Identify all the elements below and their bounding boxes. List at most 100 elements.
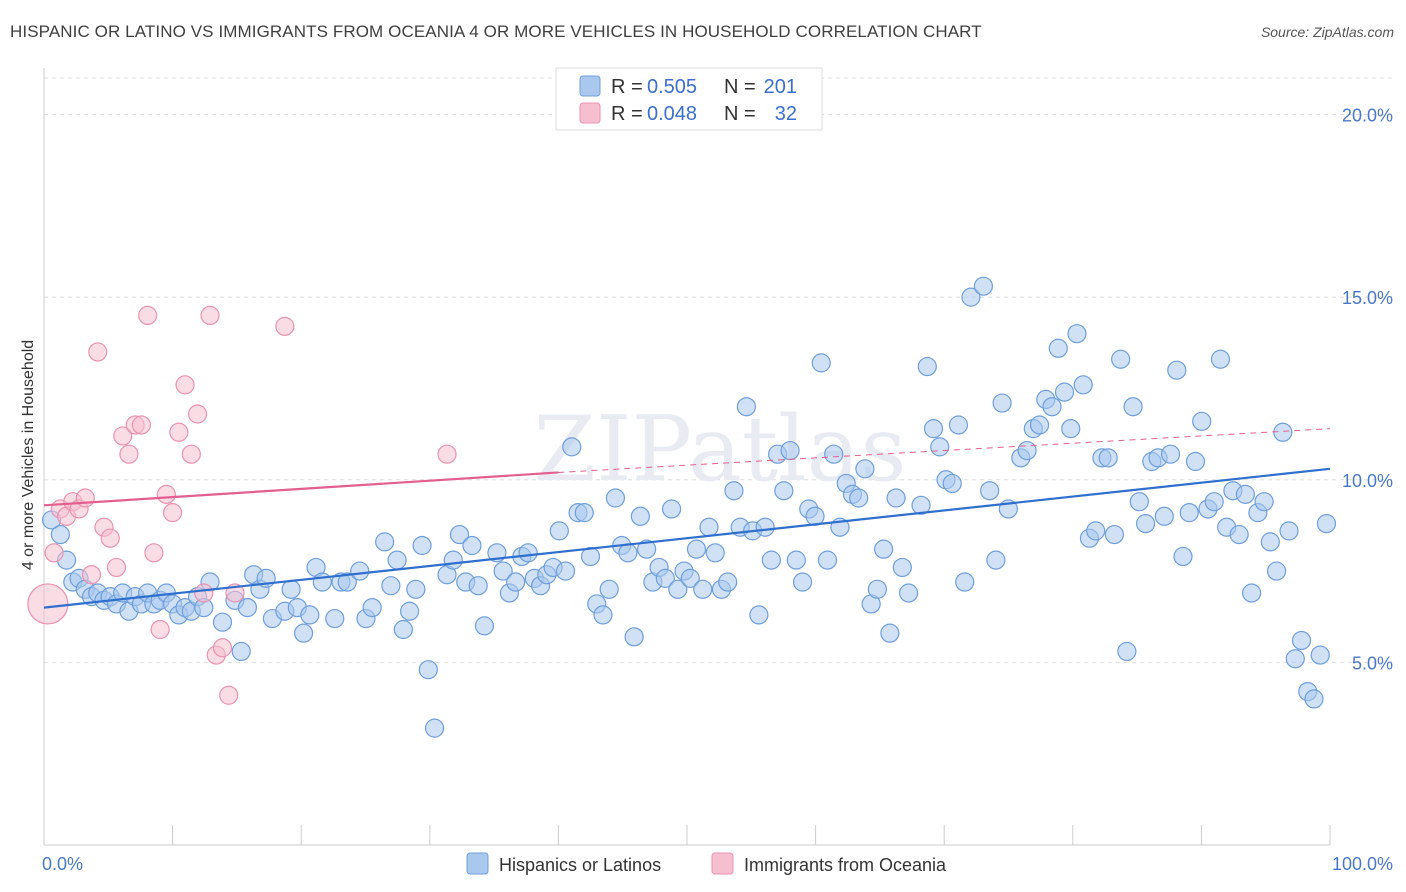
point-0-51 xyxy=(400,601,420,621)
series-legend-swatch-1 xyxy=(466,852,489,875)
point-0-110 xyxy=(780,440,800,461)
point-0-94 xyxy=(680,568,700,588)
point-0-90 xyxy=(655,568,675,588)
point-0-81 xyxy=(599,579,619,599)
point-0-41 xyxy=(325,608,345,629)
point-0-53 xyxy=(412,535,432,556)
point-0-37 xyxy=(293,623,314,643)
point-0-61 xyxy=(468,576,488,596)
point-0-91 xyxy=(661,499,682,519)
point-1-26 xyxy=(200,305,220,326)
point-0-180 xyxy=(1235,484,1255,504)
point-1-19 xyxy=(156,484,176,504)
point-0-193 xyxy=(1316,513,1337,534)
point-0-142 xyxy=(992,393,1012,413)
point-0-129 xyxy=(898,583,919,603)
point-0-44 xyxy=(350,561,370,581)
point-0-153 xyxy=(1067,324,1087,344)
point-0-84 xyxy=(618,543,638,563)
point-0-103 xyxy=(736,397,757,417)
point-0-183 xyxy=(1254,492,1274,512)
point-1-11 xyxy=(106,557,127,578)
point-1-8 xyxy=(88,342,108,362)
point-0-169 xyxy=(1167,360,1187,380)
point-0-187 xyxy=(1279,521,1299,541)
point-0-185 xyxy=(1266,561,1287,581)
point-0-150 xyxy=(1048,338,1068,358)
x-tick-label-1: 100.0% xyxy=(1332,854,1393,874)
data-points xyxy=(27,276,1337,738)
point-0-68 xyxy=(518,543,538,563)
point-0-151 xyxy=(1054,382,1075,402)
point-0-48 xyxy=(381,576,401,596)
point-1-18 xyxy=(150,619,170,640)
legend-r-label-2: R = xyxy=(611,103,643,125)
point-0-105 xyxy=(749,605,769,625)
point-0-66 xyxy=(506,572,526,592)
point-0-186 xyxy=(1273,422,1293,442)
point-0-168 xyxy=(1160,444,1181,464)
point-0-136 xyxy=(948,415,969,435)
point-1-17 xyxy=(144,543,164,563)
axes xyxy=(43,68,1331,846)
point-0-175 xyxy=(1204,492,1224,512)
point-0-167 xyxy=(1154,506,1174,526)
point-0-80 xyxy=(593,605,613,625)
point-1-13 xyxy=(119,444,139,464)
point-0-176 xyxy=(1210,349,1231,369)
point-0-164 xyxy=(1135,513,1156,534)
point-0-121 xyxy=(849,488,869,508)
point-0-46 xyxy=(362,597,382,618)
point-0-160 xyxy=(1111,349,1131,369)
point-0-140 xyxy=(980,481,1000,501)
point-1-25 xyxy=(194,583,214,603)
point-0-127 xyxy=(886,488,906,508)
series-legend-label-1: Hispanics or Latinos xyxy=(499,855,661,875)
point-0-152 xyxy=(1061,419,1081,439)
series-legend-label-2: Immigrants from Oceania xyxy=(744,855,947,875)
point-0-86 xyxy=(630,506,650,526)
point-1-24 xyxy=(187,404,208,424)
point-0-161 xyxy=(1117,641,1137,662)
point-1-22 xyxy=(175,375,195,395)
point-0-172 xyxy=(1185,451,1206,472)
point-1-6 xyxy=(75,488,95,508)
point-0-87 xyxy=(637,539,657,559)
legend-swatch-pink xyxy=(579,102,601,124)
point-0-54 xyxy=(418,660,438,680)
point-0-95 xyxy=(686,539,707,559)
trend-lines xyxy=(43,428,1331,609)
point-1-28 xyxy=(212,638,233,658)
y-axis-title: 4 or more Vehicles in Household xyxy=(20,340,37,570)
point-0-92 xyxy=(668,579,688,599)
point-0-145 xyxy=(1017,440,1037,461)
point-1-21 xyxy=(169,422,189,442)
point-0-147 xyxy=(1029,415,1050,435)
point-0-57 xyxy=(443,550,463,570)
point-0-184 xyxy=(1260,532,1280,552)
series-legend-swatch-2 xyxy=(711,852,734,875)
point-0-112 xyxy=(792,572,813,592)
legend-n-label-2: N = xyxy=(724,103,756,125)
point-0-128 xyxy=(892,557,912,578)
point-1-15 xyxy=(131,415,152,435)
point-0-97 xyxy=(699,517,719,537)
point-0-133 xyxy=(930,437,950,457)
point-0-109 xyxy=(774,481,794,501)
point-0-28 xyxy=(231,641,251,662)
point-0-43 xyxy=(337,572,357,592)
point-0-173 xyxy=(1192,411,1212,431)
legend-swatch-blue xyxy=(579,75,601,97)
point-1-10 xyxy=(100,528,120,548)
point-0-162 xyxy=(1123,397,1143,417)
point-0-75 xyxy=(562,437,582,457)
point-0-125 xyxy=(874,539,894,559)
point-0-40 xyxy=(312,572,332,592)
point-0-82 xyxy=(605,488,626,508)
point-0-188 xyxy=(1285,649,1305,669)
point-0-191 xyxy=(1304,689,1324,709)
point-1-20 xyxy=(163,503,183,523)
point-0-149 xyxy=(1042,397,1062,417)
point-1-23 xyxy=(181,444,201,464)
